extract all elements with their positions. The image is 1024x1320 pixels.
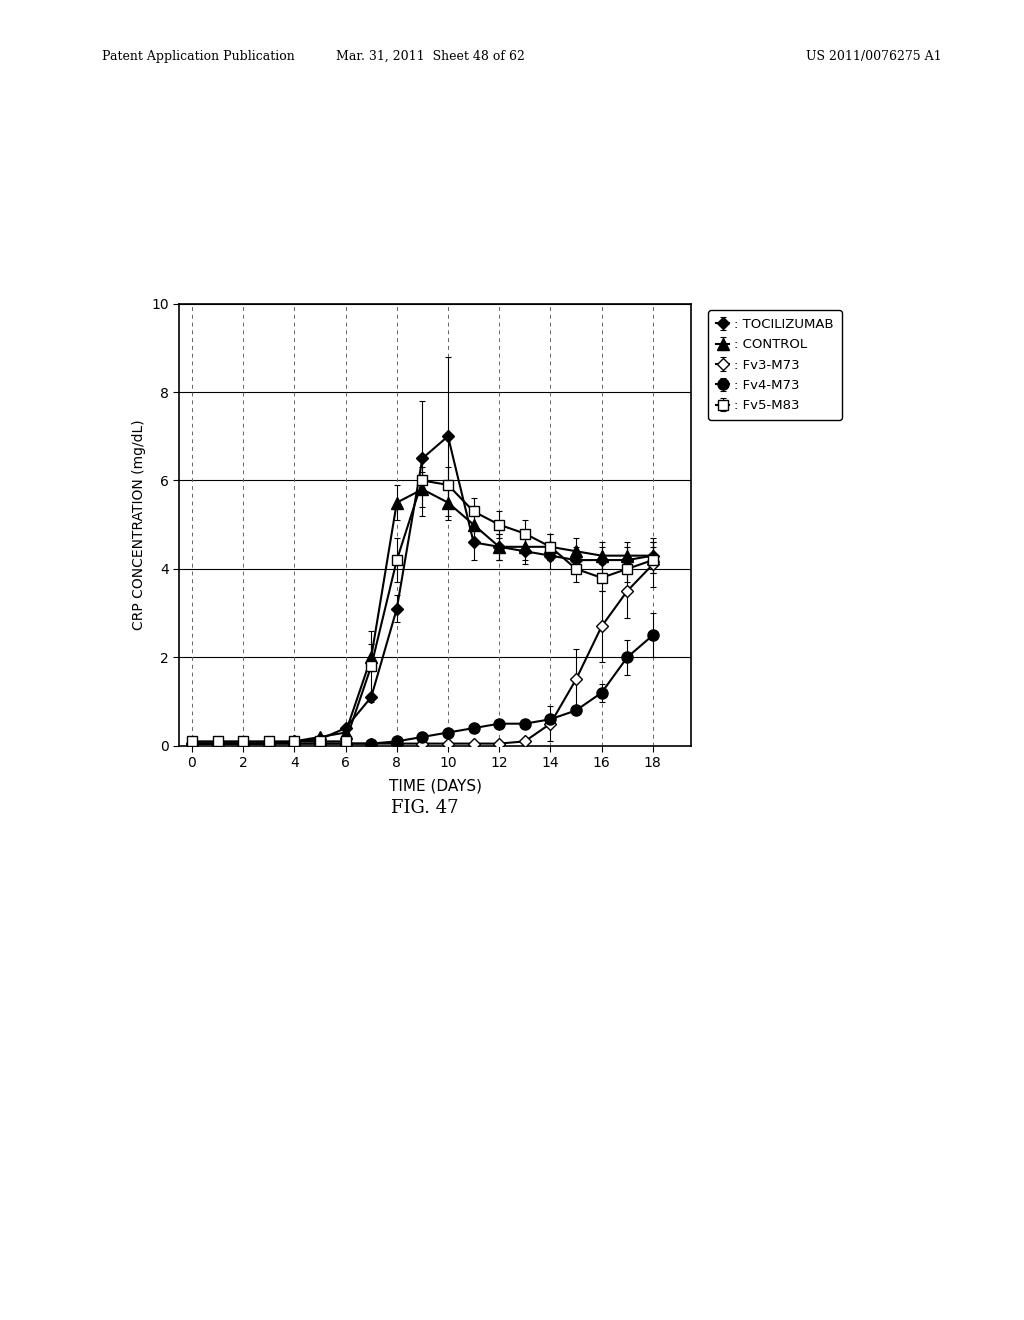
Text: Patent Application Publication: Patent Application Publication	[102, 50, 295, 63]
Text: Mar. 31, 2011  Sheet 48 of 62: Mar. 31, 2011 Sheet 48 of 62	[336, 50, 524, 63]
Text: FIG. 47: FIG. 47	[391, 799, 459, 817]
X-axis label: TIME (DAYS): TIME (DAYS)	[389, 779, 481, 793]
Y-axis label: CRP CONCENTRATION (mg/dL): CRP CONCENTRATION (mg/dL)	[132, 420, 145, 630]
Text: US 2011/0076275 A1: US 2011/0076275 A1	[807, 50, 942, 63]
Legend: : TOCILIZUMAB, : CONTROL, : Fv3-M73, : Fv4-M73, : Fv5-M83: : TOCILIZUMAB, : CONTROL, : Fv3-M73, : F…	[708, 310, 842, 420]
